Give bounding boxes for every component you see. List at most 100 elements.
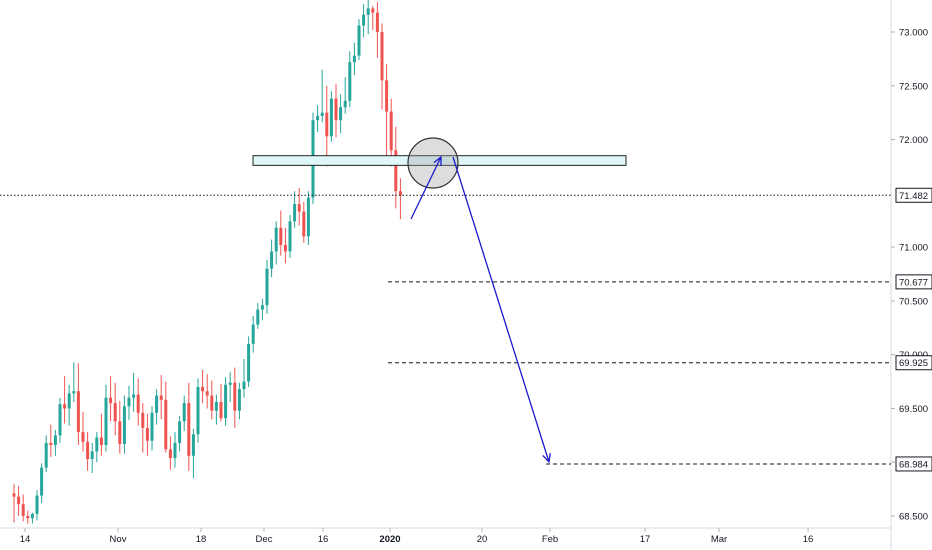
- candle-up: [224, 384, 228, 419]
- x-tick-label: 2020: [379, 534, 400, 545]
- price-badge-label: 69.925: [899, 358, 928, 369]
- x-tick-label: Mar: [711, 534, 727, 545]
- x-tick-label: Dec: [256, 534, 273, 545]
- price-badge-label: 70.677: [899, 277, 928, 288]
- candle-down: [12, 493, 16, 497]
- candle-down: [380, 32, 384, 81]
- projection-arrows[interactable]: [410, 155, 551, 464]
- candle-up: [35, 495, 39, 514]
- up-arrow[interactable]: [410, 156, 442, 220]
- candle-up: [72, 391, 76, 394]
- candle-up: [366, 8, 370, 15]
- candle-down: [164, 399, 168, 450]
- x-tick-label: 17: [640, 534, 651, 545]
- candle-up: [178, 421, 182, 443]
- y-tick-label: 72.500: [899, 81, 928, 92]
- candle-down: [187, 403, 191, 456]
- x-tick-label: 14: [20, 534, 31, 545]
- retest-circle[interactable]: [407, 137, 459, 189]
- price-badge-label: 68.984: [899, 459, 928, 470]
- down-arrow[interactable]: [452, 156, 550, 463]
- candle-up: [357, 25, 361, 56]
- candles: [12, 0, 402, 524]
- candle-up: [182, 403, 186, 422]
- candle-down: [279, 227, 283, 245]
- candle-up: [40, 467, 44, 496]
- candle-up: [237, 389, 241, 411]
- candle-up: [53, 435, 57, 446]
- candle-down: [168, 449, 172, 458]
- price-badge: [895, 456, 932, 472]
- candle-up: [228, 382, 232, 385]
- candle-up: [343, 100, 347, 108]
- x-tick-label: Nov: [110, 534, 127, 545]
- price-badge: [895, 187, 932, 203]
- candle-down: [233, 382, 237, 411]
- price-badge-label: 71.482: [899, 191, 928, 202]
- candle-up: [339, 107, 343, 121]
- candle-up: [329, 98, 333, 137]
- x-tick-label: 20: [477, 534, 488, 545]
- candle-up: [306, 197, 310, 237]
- candle-up: [265, 268, 269, 306]
- candle-down: [76, 391, 80, 433]
- candle-down: [136, 394, 140, 413]
- candle-up: [127, 397, 131, 407]
- candle-up: [320, 112, 324, 116]
- candle-down: [219, 402, 223, 419]
- y-tick-label: 68.500: [899, 512, 928, 523]
- y-tick-label: 72.000: [899, 135, 928, 146]
- candle-up: [132, 394, 136, 398]
- candle-up: [274, 227, 278, 252]
- candle-down: [63, 404, 67, 409]
- y-tick-label: 71.000: [899, 243, 928, 254]
- candle-down: [283, 244, 287, 252]
- candle-up: [67, 393, 71, 409]
- candle-down: [141, 412, 145, 428]
- candle-up: [95, 437, 99, 452]
- candle-down: [109, 397, 113, 404]
- candle-up: [293, 204, 297, 222]
- candle-up: [150, 412, 154, 441]
- candle-down: [17, 496, 21, 505]
- candle-down: [113, 403, 117, 422]
- candle-down: [26, 516, 30, 519]
- candle-down: [375, 12, 379, 32]
- candle-up: [288, 221, 292, 252]
- candle-up: [362, 14, 366, 26]
- candle-up: [256, 309, 260, 325]
- candle-down: [302, 211, 306, 237]
- price-badge: [895, 355, 932, 371]
- candle-down: [81, 432, 85, 442]
- candle-down: [398, 191, 402, 196]
- candle-down: [325, 112, 329, 137]
- price-levels: [0, 194, 891, 465]
- candle-up: [196, 386, 200, 435]
- candle-down: [394, 150, 398, 192]
- candle-down: [389, 111, 393, 151]
- candle-up: [348, 62, 352, 101]
- price-badge: [895, 274, 932, 290]
- candle-down: [205, 391, 209, 396]
- candle-up: [122, 406, 126, 444]
- candle-down: [385, 80, 389, 112]
- y-tick-label: 70.500: [899, 296, 928, 307]
- candle-down: [118, 421, 122, 444]
- candle-up: [155, 395, 159, 413]
- price-badges: 71.482 70.677 69.925 68.984: [895, 187, 932, 472]
- x-tick-label: Feb: [542, 534, 558, 545]
- x-tick-label: 16: [318, 534, 329, 545]
- candle-down: [297, 204, 301, 212]
- candle-down: [86, 441, 90, 460]
- candle-down: [49, 442, 53, 446]
- x-tick-label: 16: [803, 534, 814, 545]
- candle-up: [173, 442, 177, 458]
- y-tick-label: 69.500: [899, 404, 928, 415]
- candle-down: [334, 98, 338, 121]
- candle-down: [371, 8, 375, 13]
- candle-up: [90, 451, 94, 460]
- x-tick-label: 18: [196, 534, 207, 545]
- candle-up: [260, 305, 264, 310]
